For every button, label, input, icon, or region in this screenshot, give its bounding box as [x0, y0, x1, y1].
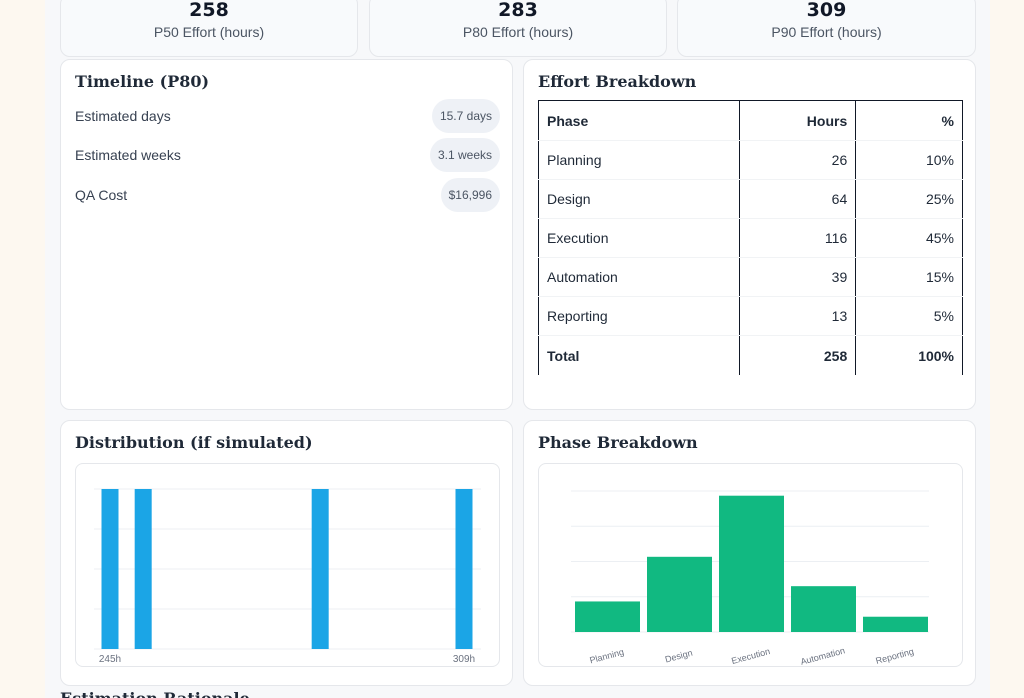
x-tick-label: 309h [453, 654, 475, 665]
phase-bar [575, 601, 640, 632]
distribution-bar [134, 489, 152, 649]
cell-percent: 45% [855, 218, 963, 259]
timeline-row-qa-cost: QA Cost $16,996 [75, 178, 500, 212]
cell-phase: Design [538, 179, 739, 220]
x-tick-label: Design [664, 648, 694, 665]
cell-phase: Automation [538, 257, 739, 298]
distribution-chart-svg: 245h 309h [94, 488, 481, 665]
card-title: Distribution (if simulated) [75, 433, 313, 452]
cell-phase: Planning [538, 140, 739, 181]
stat-value: 309 [806, 0, 847, 21]
row-label: Estimated days [75, 108, 171, 124]
x-tick-label: 245h [99, 654, 121, 665]
distribution-bar [101, 489, 119, 649]
table-total-row: Total 258 100% [538, 335, 963, 375]
cell-hours: 13 [738, 296, 856, 337]
x-tick-label: Execution [730, 646, 771, 666]
page: 258 P50 Effort (hours) 283 P80 Effort (h… [45, 0, 990, 698]
cell-percent: 10% [855, 140, 963, 181]
card-title: Effort Breakdown [538, 72, 697, 91]
stat-label: P90 Effort (hours) [771, 24, 882, 40]
card-title: Phase Breakdown [538, 433, 698, 452]
stat-value: 283 [498, 0, 538, 21]
cell-hours: 116 [738, 218, 856, 259]
value-pill: 15.7 days [431, 99, 500, 133]
column-header-phase: Phase [538, 100, 739, 142]
stat-label: P50 Effort (hours) [153, 24, 265, 40]
cell-hours: 39 [738, 257, 856, 298]
column-header-percent: % [855, 100, 963, 142]
table-header-row: Phase Hours % [538, 100, 963, 142]
cell-hours: 64 [738, 179, 856, 220]
column-header-hours: Hours [738, 100, 856, 142]
cell-percent: 100% [855, 335, 963, 375]
table-row: Planning 26 10% [538, 140, 963, 181]
cell-hours: 26 [738, 140, 856, 181]
distribution-chart: 245h 309h [75, 463, 500, 667]
x-tick-label: Automation [799, 645, 846, 666]
value-pill: 3.1 weeks [429, 138, 500, 172]
timeline-row-weeks: Estimated weeks 3.1 weeks [75, 138, 500, 172]
distribution-bar [455, 489, 473, 649]
stat-card-p80: 283 P80 Effort (hours) [369, 0, 667, 57]
timeline-card: Timeline (P80) Estimated days 15.7 days … [60, 59, 513, 410]
x-tick-label: Planning [589, 647, 625, 666]
section-heading: Estimation Rationale [60, 689, 250, 698]
effort-breakdown-table: Phase Hours % Planning 26 10% Design 64 … [538, 100, 963, 375]
cell-percent: 25% [855, 179, 963, 220]
stat-card-p50: 258 P50 Effort (hours) [60, 0, 358, 57]
x-tick-label: Reporting [875, 646, 915, 666]
table-row: Automation 39 15% [538, 257, 963, 298]
stat-card-p90: 309 P90 Effort (hours) [677, 0, 976, 57]
phase-bar [863, 616, 928, 632]
timeline-row-days: Estimated days 15.7 days [75, 99, 500, 133]
row-label: QA Cost [75, 187, 128, 203]
table-row: Execution 116 45% [538, 218, 963, 259]
table-row: Design 64 25% [538, 179, 963, 220]
phase-bar [791, 586, 856, 632]
phase-bar [647, 556, 712, 632]
cell-phase: Reporting [538, 296, 739, 337]
stat-label: P80 Effort (hours) [462, 24, 574, 40]
phase-breakdown-card: Phase Breakdown Planning Design Execution A… [523, 420, 976, 686]
cell-phase: Execution [538, 218, 739, 259]
distribution-card: Distribution (if simulated) 245h 309h [60, 420, 513, 686]
row-label: Estimated weeks [75, 147, 181, 163]
phase-breakdown-chart: Planning Design Execution Automation Reporti… [538, 463, 963, 667]
phase-breakdown-chart-svg: Planning Design Execution Automation Reporti… [571, 490, 929, 666]
effort-breakdown-card: Effort Breakdown Phase Hours % Planning … [523, 59, 976, 410]
distribution-bar [311, 489, 329, 649]
cell-percent: 5% [855, 296, 963, 337]
cell-hours: 258 [738, 335, 856, 375]
cell-phase: Total [538, 335, 739, 375]
stat-value: 258 [189, 0, 229, 21]
cell-percent: 15% [855, 257, 963, 298]
value-pill: $16,996 [440, 178, 500, 212]
card-title: Timeline (P80) [75, 72, 210, 91]
phase-bar [719, 495, 784, 632]
table-row: Reporting 13 5% [538, 296, 963, 337]
